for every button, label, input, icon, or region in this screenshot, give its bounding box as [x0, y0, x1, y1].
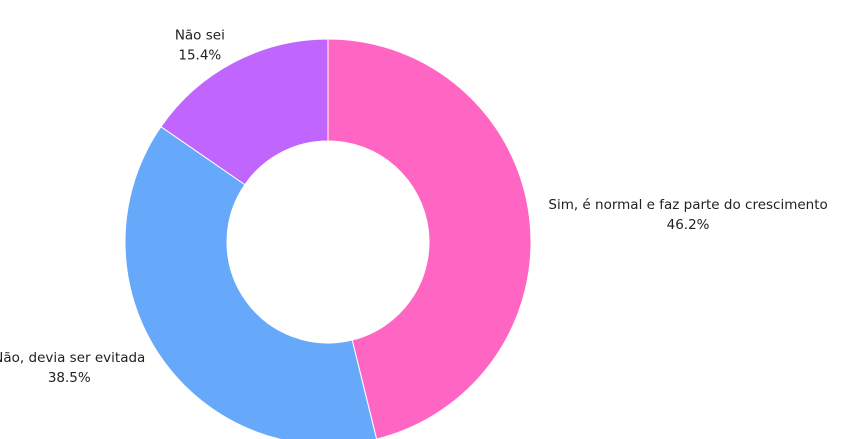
- slice-label: Não, devia ser evitada: [0, 350, 145, 366]
- slice: [160, 38, 329, 186]
- slice-label: Sim, é normal e faz parte do crescimento: [548, 197, 827, 213]
- slice-value-label: 15.4%: [178, 47, 221, 63]
- slice-label: Não sei: [175, 27, 225, 43]
- slice: [124, 125, 378, 439]
- slice-value-label: 38.5%: [48, 370, 91, 386]
- slice: [327, 38, 532, 439]
- slice-value-label: 46.2%: [667, 217, 710, 233]
